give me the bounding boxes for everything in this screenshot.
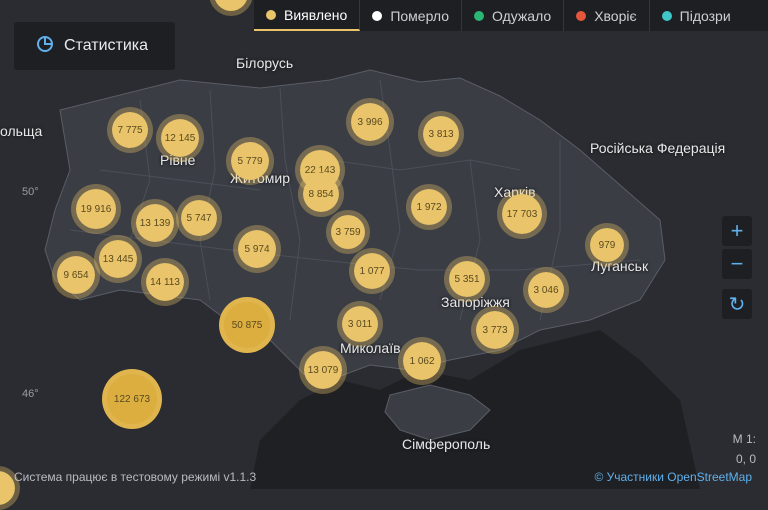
cluster-marker[interactable]: 1 062: [398, 337, 446, 385]
green-dot-icon: [474, 10, 485, 21]
scale-readout: M 1:: [732, 432, 756, 446]
legend-item-suspected[interactable]: Підозри: [650, 0, 743, 31]
legend-label: Виявлено: [284, 6, 348, 23]
country-label-belarus: Білорусь: [236, 55, 294, 71]
cluster-marker[interactable]: 50 875: [219, 297, 275, 353]
cluster-marker[interactable]: 13 445: [94, 235, 142, 283]
cluster-marker[interactable]: 3 759: [326, 210, 370, 254]
statistics-button[interactable]: Статистика: [14, 22, 175, 70]
cluster-marker[interactable]: 13 139: [131, 199, 179, 247]
cluster-marker[interactable]: 3 046: [523, 267, 569, 313]
zoom-in-button[interactable]: +: [722, 216, 752, 246]
cluster-marker[interactable]: 7 775: [107, 107, 153, 153]
country-label-russia: Російська Федерація: [590, 140, 726, 156]
legend-item-recovered[interactable]: Одужало: [462, 0, 565, 31]
cluster-marker[interactable]: 122 673: [102, 369, 162, 429]
red-dot-icon: [576, 10, 587, 21]
cluster-marker[interactable]: 5 779: [226, 137, 274, 185]
cluster-marker[interactable]: 9 654: [52, 251, 100, 299]
cluster-marker[interactable]: 979: [585, 223, 629, 267]
cluster-marker[interactable]: 3 813: [418, 111, 464, 157]
cluster-marker[interactable]: 12 145: [156, 114, 204, 162]
refresh-button[interactable]: ↻: [722, 289, 752, 319]
legend-label: Хворіє: [594, 7, 637, 24]
legend-item-deaths[interactable]: Померло: [360, 0, 463, 31]
legend-bar: Виявлено Померло Одужало Хворіє Підозри: [254, 0, 768, 31]
cluster-marker[interactable]: 14 113: [141, 258, 189, 306]
cluster-marker[interactable]: 1 077: [349, 248, 395, 294]
pie-chart-icon: [36, 35, 54, 58]
cluster-marker[interactable]: 5 351: [444, 256, 490, 302]
cluster-marker[interactable]: 13 079: [299, 346, 347, 394]
legend-label: Померло: [390, 7, 450, 24]
cyan-dot-icon: [661, 10, 672, 21]
zoom-out-button[interactable]: −: [722, 249, 752, 279]
coordinates-readout: 0, 0: [735, 452, 756, 466]
yellow-dot-icon: [266, 9, 276, 20]
legend-item-sick[interactable]: Хворіє: [564, 0, 650, 31]
legend-label: Одужало: [492, 7, 552, 24]
latitude-label-50: 50°: [22, 186, 39, 198]
statistics-button-label: Статистика: [64, 37, 149, 54]
country-label-poland: ольща: [0, 123, 43, 139]
cluster-marker[interactable]: 17 703: [497, 189, 547, 239]
cluster-marker[interactable]: 5 747: [176, 195, 222, 241]
cluster-marker[interactable]: 3 773: [471, 306, 519, 354]
cluster-marker[interactable]: 1 972: [406, 184, 452, 230]
cluster-marker[interactable]: 8 854: [298, 171, 344, 217]
latitude-label-46: 46°: [22, 388, 39, 400]
legend-item-detected[interactable]: Виявлено: [254, 0, 361, 31]
osm-attribution-link[interactable]: © Участники OpenStreetMap: [594, 470, 752, 484]
legend-label: Підозри: [679, 7, 731, 24]
cluster-marker[interactable]: 19 916: [71, 184, 121, 234]
white-dot-icon: [372, 10, 383, 21]
city-label-simferopol: Сімферополь: [402, 436, 491, 452]
cluster-marker[interactable]: 5 974: [233, 225, 281, 273]
cluster-marker[interactable]: 3 996: [346, 98, 394, 146]
cluster-marker[interactable]: 3 011: [337, 301, 383, 347]
version-notice: Система працює в тестовому режимі v1.1.3: [14, 470, 257, 484]
